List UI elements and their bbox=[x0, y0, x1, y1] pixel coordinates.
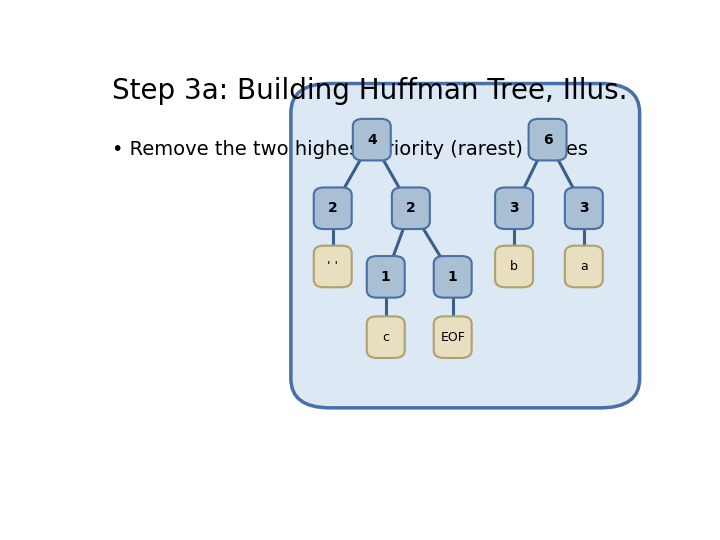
FancyBboxPatch shape bbox=[291, 84, 639, 408]
Text: • Remove the two highest priority (rarest) nodes: • Remove the two highest priority (rares… bbox=[112, 140, 588, 159]
Text: b: b bbox=[510, 260, 518, 273]
FancyBboxPatch shape bbox=[495, 246, 533, 287]
Text: 3: 3 bbox=[509, 201, 519, 215]
FancyBboxPatch shape bbox=[433, 316, 472, 358]
Text: Step 3a: Building Huffman Tree, Illus.: Step 3a: Building Huffman Tree, Illus. bbox=[112, 77, 628, 105]
Text: 1: 1 bbox=[381, 270, 391, 284]
FancyBboxPatch shape bbox=[528, 119, 567, 160]
Text: 2: 2 bbox=[328, 201, 338, 215]
Text: 3: 3 bbox=[579, 201, 589, 215]
FancyBboxPatch shape bbox=[366, 316, 405, 358]
Text: 6: 6 bbox=[543, 133, 552, 147]
FancyBboxPatch shape bbox=[565, 246, 603, 287]
Text: 1: 1 bbox=[448, 270, 458, 284]
FancyBboxPatch shape bbox=[314, 246, 351, 287]
Text: 4: 4 bbox=[367, 133, 377, 147]
Text: a: a bbox=[580, 260, 588, 273]
Text: 2: 2 bbox=[406, 201, 415, 215]
FancyBboxPatch shape bbox=[565, 187, 603, 229]
FancyBboxPatch shape bbox=[392, 187, 430, 229]
Text: ' ': ' ' bbox=[327, 260, 338, 273]
Text: c: c bbox=[382, 330, 390, 343]
FancyBboxPatch shape bbox=[433, 256, 472, 298]
Text: EOF: EOF bbox=[440, 330, 465, 343]
FancyBboxPatch shape bbox=[353, 119, 391, 160]
FancyBboxPatch shape bbox=[495, 187, 533, 229]
FancyBboxPatch shape bbox=[366, 256, 405, 298]
FancyBboxPatch shape bbox=[314, 187, 351, 229]
